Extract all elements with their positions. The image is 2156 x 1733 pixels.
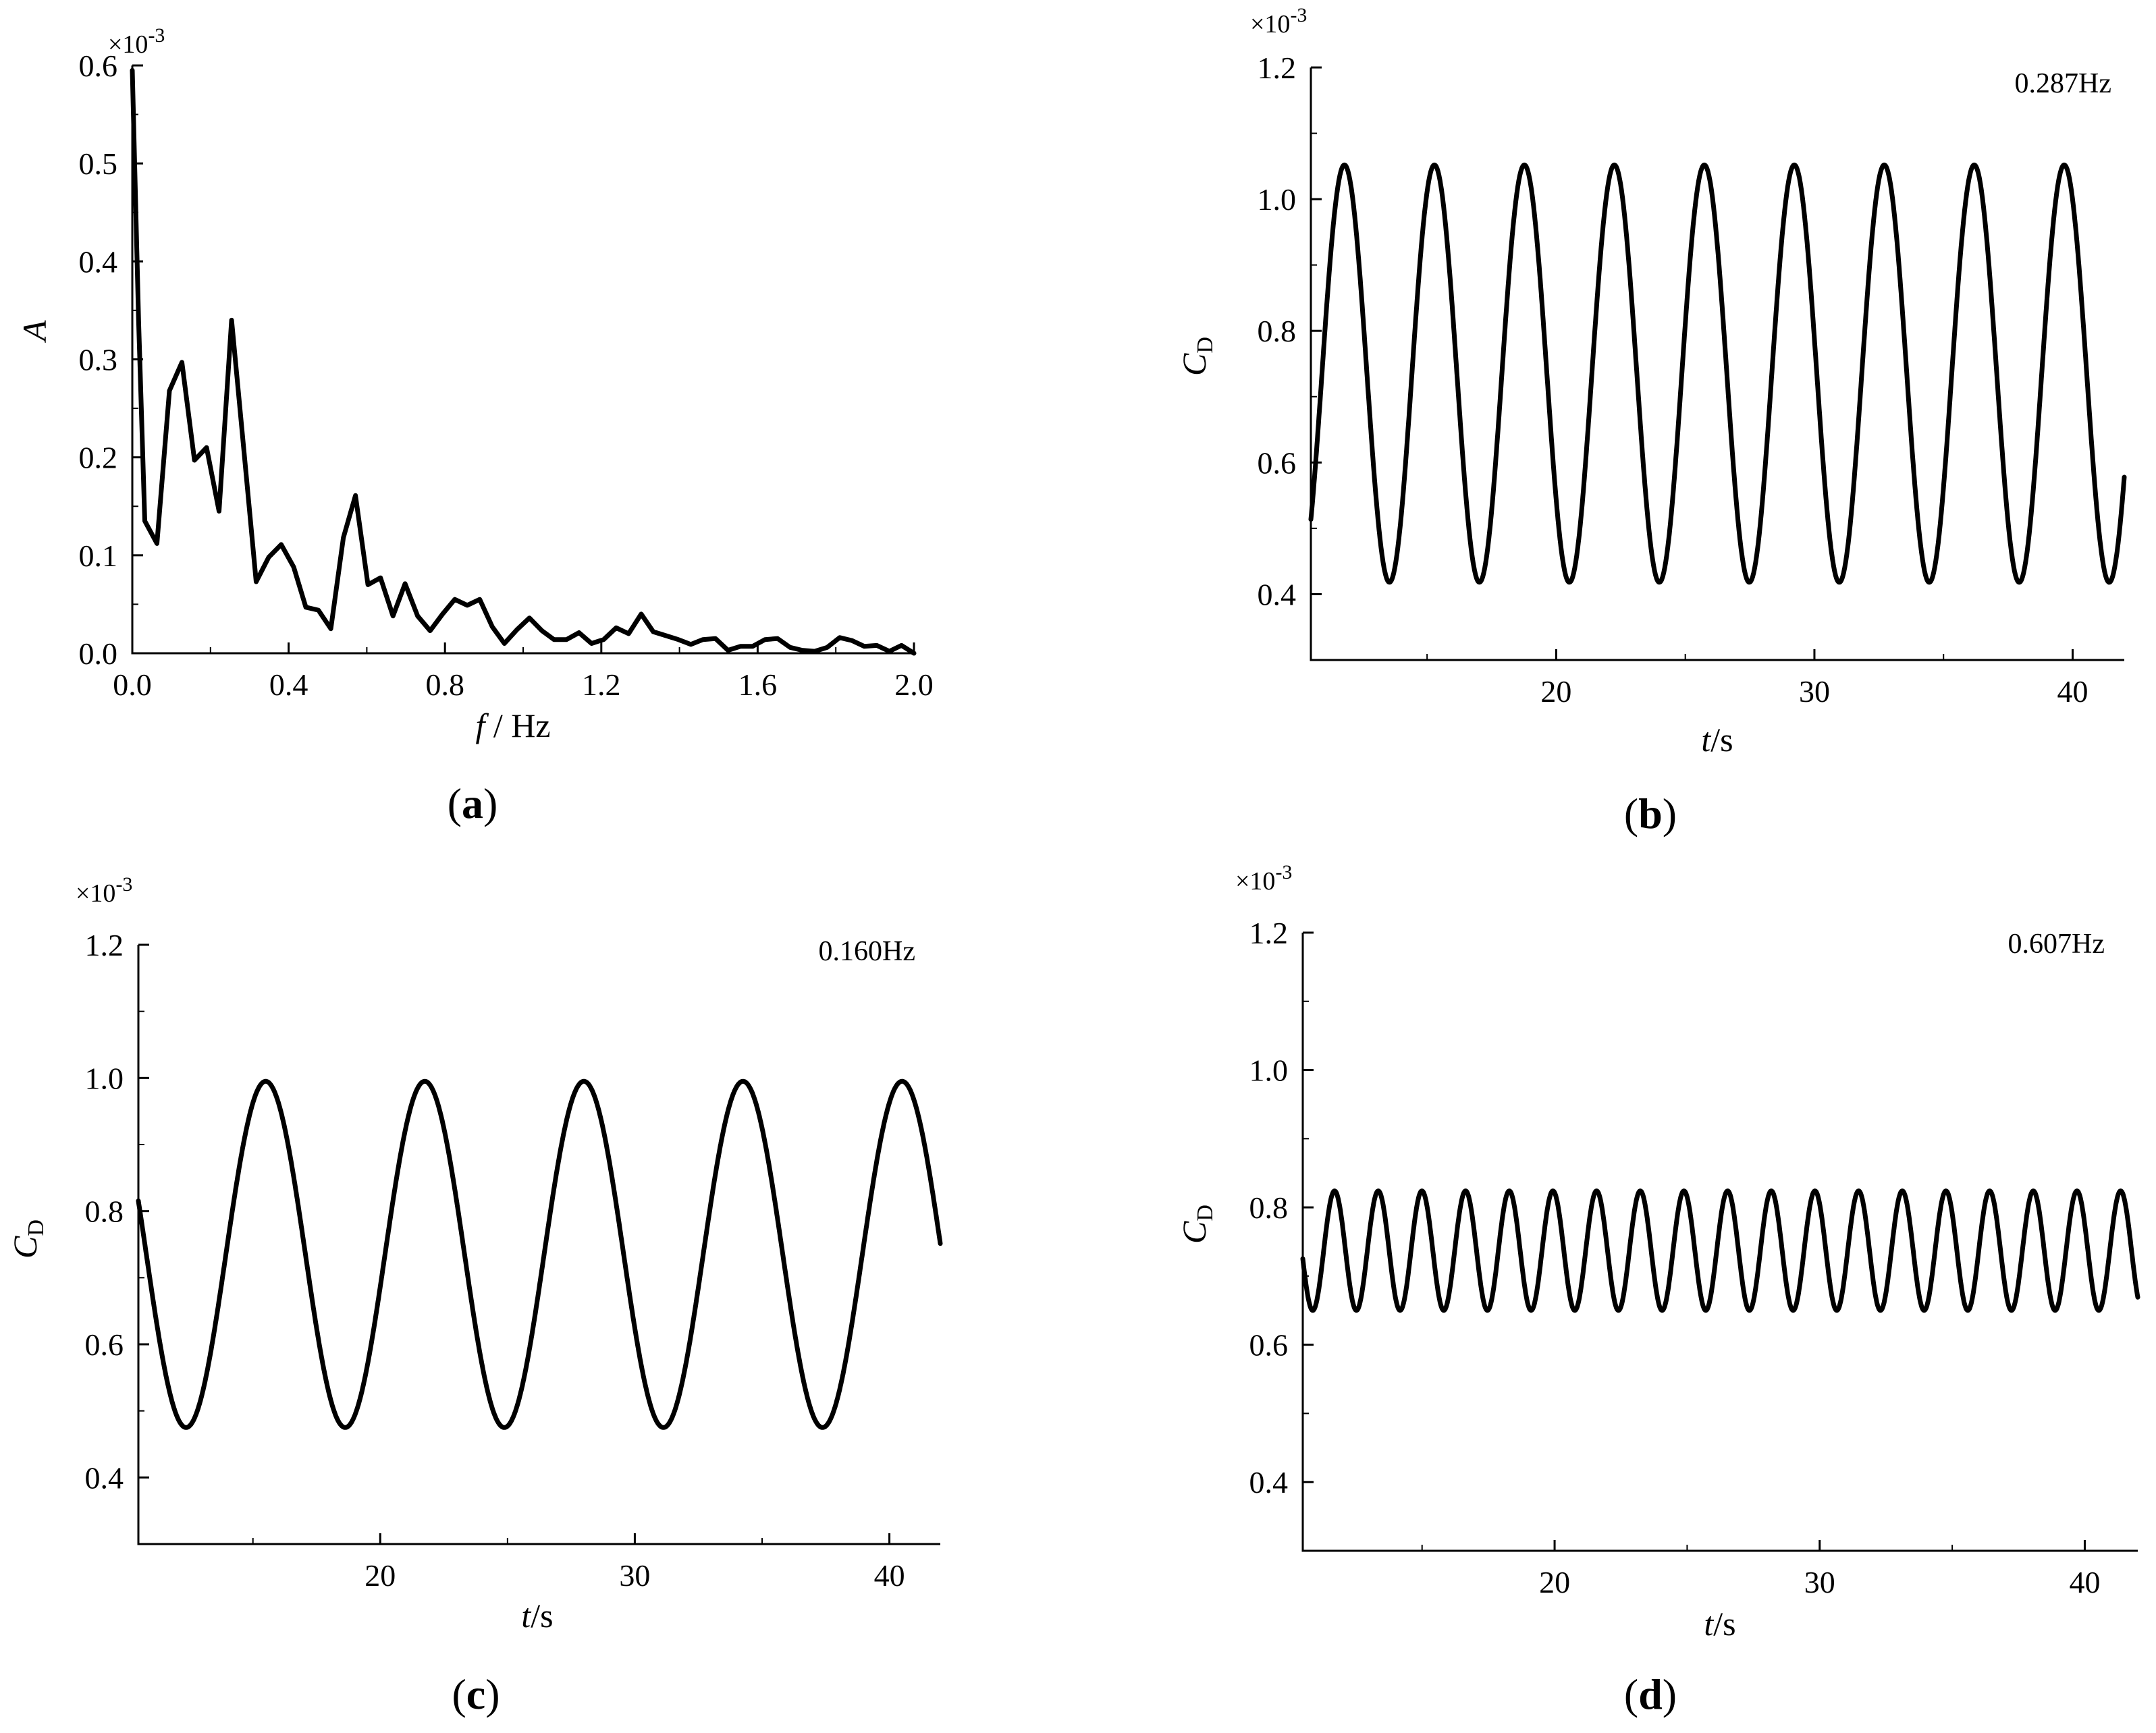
frequency-annotation: 0.607Hz (2008, 929, 2105, 960)
x-tick-label: 0.8 (425, 667, 464, 702)
panel-label: (b) (1624, 790, 1677, 837)
multiplier-base: ×10 (1250, 10, 1290, 38)
x-axis-label-variable: t (521, 1597, 531, 1634)
y-tick-label: 1.2 (1249, 916, 1289, 950)
y-tick-label: 0.0 (79, 636, 118, 671)
y-tick-label: 1.2 (1258, 51, 1297, 85)
x-axis-label: t/s (1704, 1605, 1735, 1643)
y-tick-label: 0.5 (79, 146, 118, 181)
y-axis-label: A (16, 320, 53, 343)
panel-label-close: ) (1663, 790, 1677, 837)
panel-label-letter: b (1638, 790, 1663, 837)
y-tick-label: 0.3 (79, 343, 118, 377)
x-axis-label: f / Hz (475, 707, 550, 744)
panel-b: 0.40.60.81.01.220 30 40×10-30.287HzCDt/s(b… (1175, 4, 2127, 837)
panel-label-letter: c (466, 1670, 485, 1718)
x-axis-label-unit: /s (531, 1597, 553, 1634)
x-tick-label: 1.2 (582, 667, 621, 702)
panel-a: 0.0 0.1 0.2 0.3 0.4 0.5 0.6 0.0 0.4 0.8 1.2 1.6 2.0 ×… (16, 24, 934, 827)
y-axis-label: CD (6, 1219, 49, 1259)
x-tick-label: 40 (874, 1558, 905, 1593)
x-axis-label-variable: t (1701, 721, 1711, 759)
series-line (1308, 162, 2127, 585)
multiplier-exponent: -3 (1275, 861, 1292, 883)
panel-label-open: ( (1624, 1670, 1638, 1718)
panel-c: 0.40.60.81.01.220 30 40×10-30.160HzCDt/s(c… (6, 873, 943, 1718)
y-tick-label: 0.4 (1258, 577, 1297, 611)
multiplier-label: ×10-3 (76, 873, 132, 908)
panel-label: (a) (448, 779, 498, 827)
x-axis-label: t/s (1701, 721, 1733, 759)
x-tick-label: 40 (2057, 674, 2088, 709)
panel-label-close: ) (485, 1670, 500, 1718)
x-axis-label-variable: t (1704, 1605, 1714, 1643)
x-axis-label: t/s (521, 1597, 553, 1634)
panel-d: 0.40.60.81.01.220 30 40×10-30.607HzCDt/s(d… (1175, 861, 2140, 1718)
x-tick-label: 30 (619, 1558, 650, 1593)
y-tick-label: 0.1 (79, 539, 118, 573)
multiplier-label: ×10-3 (1250, 4, 1307, 38)
multiplier-base: ×10 (1235, 867, 1275, 896)
y-tick-label: 0.8 (1249, 1190, 1289, 1225)
y-axis-label: CD (1175, 337, 1218, 376)
x-tick-label: 20 (1540, 674, 1571, 709)
x-tick-label: 40 (2069, 1565, 2100, 1599)
x-axis-label-unit: /s (1713, 1605, 1735, 1643)
frequency-annotation: 0.287Hz (2015, 68, 2111, 99)
y-tick-label: 0.6 (1258, 445, 1297, 480)
panel-label-close: ) (1663, 1670, 1677, 1718)
y-tick-label: 0.4 (79, 244, 118, 279)
x-axis-label-unit: / Hz (485, 707, 550, 744)
y-tick-label: 1.0 (1249, 1053, 1289, 1088)
x-tick-label: 30 (1799, 674, 1830, 709)
panel-label: (d) (1624, 1670, 1677, 1718)
y-axis-label-subscript: D (1193, 337, 1218, 354)
series-line (1300, 1188, 2140, 1313)
x-tick-label: 0.4 (269, 667, 308, 702)
x-tick-label: 30 (1804, 1565, 1835, 1599)
panel-label-open: ( (1624, 790, 1638, 837)
y-tick-label: 0.6 (85, 1327, 124, 1362)
frequency-annotation: 0.160Hz (819, 936, 915, 967)
y-axis-label-symbol: C (1175, 1221, 1213, 1244)
y-tick-label: 1.0 (85, 1061, 124, 1095)
multiplier-exponent: -3 (1290, 4, 1307, 26)
x-tick-label: 2.0 (894, 667, 934, 702)
panel-label: (c) (452, 1670, 500, 1718)
y-tick-label: 1.2 (85, 928, 124, 962)
x-tick-label: 0.0 (113, 667, 152, 702)
multiplier-exponent: -3 (148, 24, 165, 47)
x-tick-label: 1.6 (738, 667, 778, 702)
y-tick-label: 0.8 (85, 1194, 124, 1229)
multiplier-exponent: -3 (115, 873, 132, 896)
panel-label-letter: a (462, 779, 483, 827)
y-tick-label: 0.6 (79, 49, 118, 83)
multiplier-base: ×10 (76, 879, 115, 908)
y-tick-label: 0.4 (1249, 1465, 1289, 1500)
series-line (136, 1078, 943, 1430)
y-tick-label: 0.4 (85, 1460, 124, 1495)
y-tick-label: 0.6 (1249, 1328, 1289, 1363)
y-axis-label-subscript: D (1193, 1205, 1218, 1221)
panel-label-close: ) (483, 779, 497, 827)
panel-label-letter: d (1638, 1670, 1663, 1718)
multiplier-label: ×10-3 (1235, 861, 1292, 896)
y-axis-label-symbol: C (6, 1236, 44, 1259)
y-axis-label: CD (1175, 1205, 1218, 1244)
y-tick-label: 0.2 (79, 441, 118, 475)
x-tick-label: 20 (365, 1558, 396, 1593)
y-axis-label-symbol: A (16, 320, 53, 343)
y-tick-label: 0.8 (1258, 314, 1297, 348)
x-axis-label-unit: /s (1710, 721, 1733, 759)
multiplier-base: ×10 (108, 30, 148, 59)
x-tick-label: 20 (1539, 1565, 1570, 1599)
multiplier-label: ×10-3 (108, 24, 165, 59)
y-axis-label-subscript: D (24, 1219, 49, 1236)
panel-label-open: ( (452, 1670, 466, 1718)
y-axis-label-symbol: C (1175, 353, 1213, 376)
y-tick-label: 1.0 (1258, 182, 1297, 217)
series-line (130, 67, 917, 656)
panel-label-open: ( (448, 779, 462, 827)
